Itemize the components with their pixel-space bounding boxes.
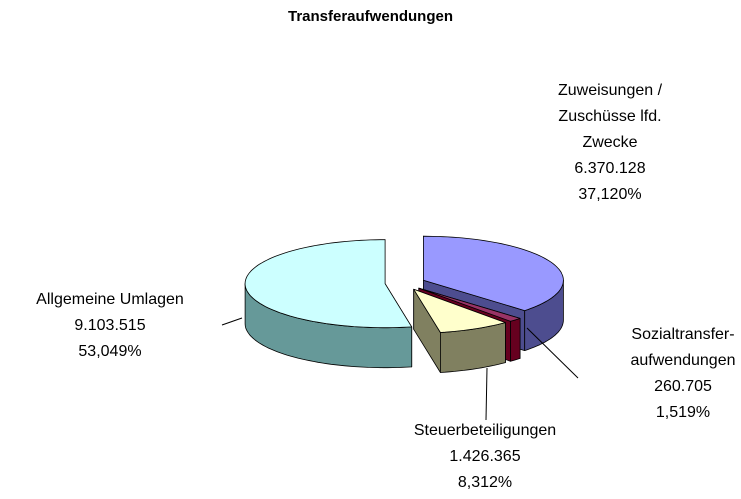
label-percent: 8,312%	[457, 474, 513, 491]
label-value: 6.370.128	[574, 160, 646, 177]
data-label: Steuerbeteiligungen 1.426.365 8,312%	[380, 418, 590, 496]
label-value: 1.426.365	[449, 448, 521, 465]
chart-title: Transferaufwendungen	[287, 8, 454, 25]
label-percent: 1,519%	[655, 404, 711, 421]
leader-line	[485, 367, 488, 421]
slice-side	[510, 318, 521, 362]
data-label: Sozialtransfer-aufwendungen 260.705 1,519%	[623, 322, 741, 426]
data-label: Allgemeine Umlagen 9.103.515 53,049%	[10, 287, 210, 365]
leader-line	[221, 317, 243, 326]
slice	[418, 287, 521, 322]
label-name: Steuerbeteiligungen	[413, 422, 557, 439]
slice	[244, 239, 413, 329]
label-value: 9.103.515	[74, 317, 146, 334]
leader-line	[526, 327, 579, 379]
label-name: Zuweisungen / Zuschüsse lfd. Zwecke	[557, 82, 663, 151]
data-label: Zuweisungen / Zuschüsse lfd. Zwecke 6.370…	[535, 78, 685, 208]
label-value: 260.705	[654, 378, 712, 395]
slice	[413, 288, 506, 333]
slice	[423, 235, 564, 311]
label-name: Sozialtransfer-aufwendungen	[630, 326, 736, 369]
label-percent: 37,120%	[578, 186, 642, 203]
label-name: Allgemeine Umlagen	[36, 291, 184, 308]
label-percent: 53,049%	[78, 343, 142, 360]
